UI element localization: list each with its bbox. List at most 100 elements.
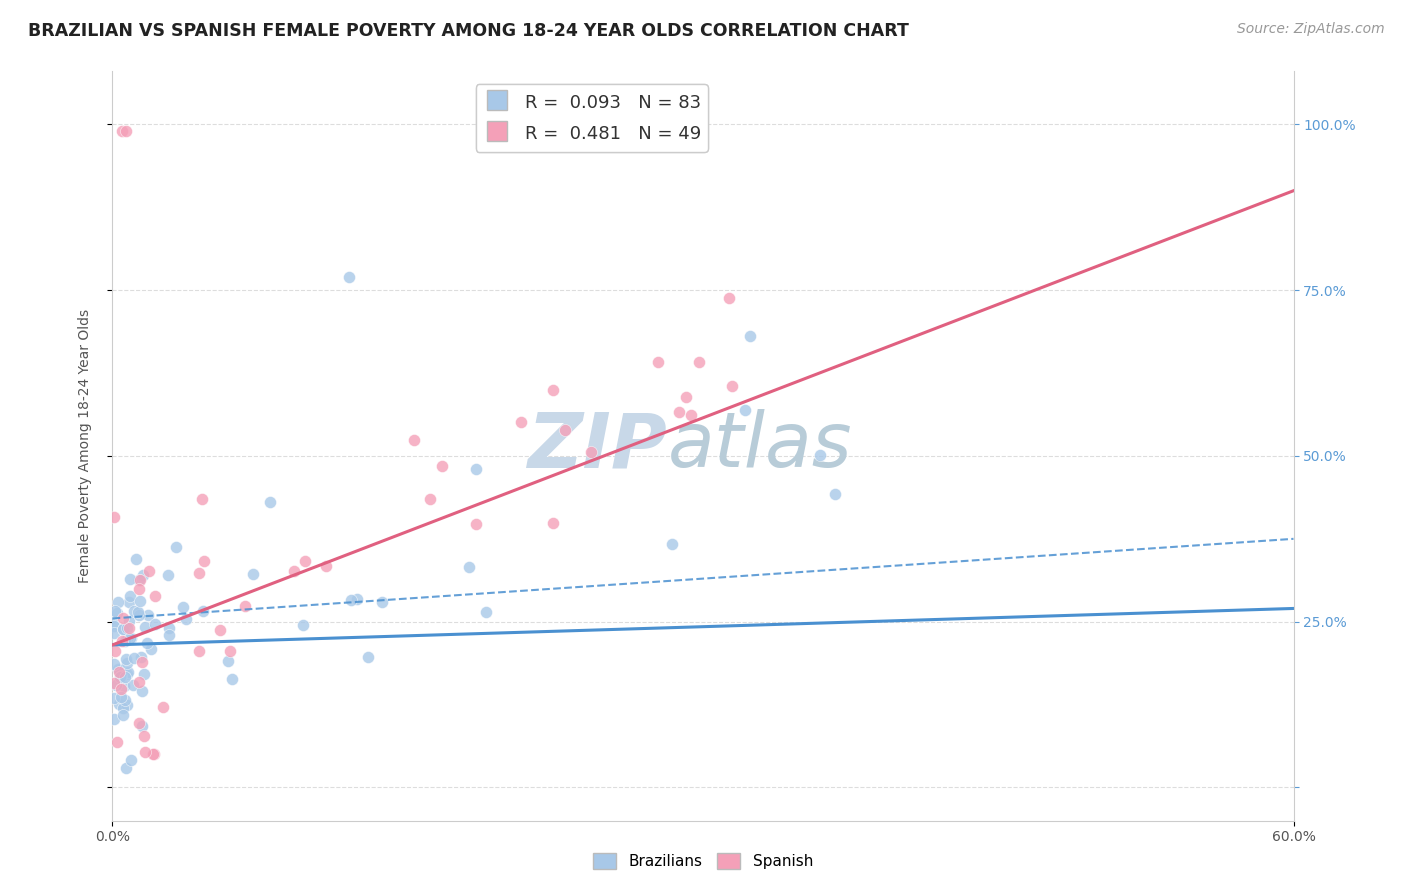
Point bbox=[112, 701, 135, 715]
Point bbox=[128, 582, 150, 596]
Text: atlas: atlas bbox=[668, 409, 852, 483]
Point bbox=[105, 735, 128, 749]
Point bbox=[136, 607, 159, 622]
Point bbox=[125, 552, 148, 566]
Point bbox=[128, 716, 150, 731]
Point bbox=[103, 676, 125, 690]
Text: ZIP: ZIP bbox=[527, 409, 668, 483]
Point bbox=[111, 708, 134, 723]
Point bbox=[292, 618, 315, 632]
Point bbox=[112, 622, 135, 636]
Point bbox=[346, 592, 368, 607]
Point bbox=[191, 604, 214, 618]
Point bbox=[419, 491, 441, 506]
Point bbox=[103, 690, 125, 705]
Legend: R =  0.093   N = 83, R =  0.481   N = 49: R = 0.093 N = 83, R = 0.481 N = 49 bbox=[475, 84, 709, 152]
Point bbox=[110, 671, 132, 685]
Point bbox=[103, 712, 125, 726]
Point bbox=[111, 633, 134, 648]
Y-axis label: Female Poverty Among 18-24 Year Olds: Female Poverty Among 18-24 Year Olds bbox=[77, 309, 91, 583]
Point bbox=[718, 292, 741, 306]
Point bbox=[107, 594, 129, 608]
Point bbox=[458, 560, 481, 574]
Point bbox=[675, 391, 697, 405]
Point bbox=[128, 607, 150, 622]
Point bbox=[465, 462, 488, 476]
Point bbox=[110, 669, 132, 683]
Point bbox=[340, 593, 363, 607]
Point bbox=[543, 516, 565, 531]
Point bbox=[720, 379, 742, 393]
Point bbox=[259, 495, 281, 509]
Point bbox=[187, 566, 209, 581]
Point bbox=[128, 675, 150, 690]
Point bbox=[111, 124, 134, 138]
Point bbox=[121, 678, 143, 692]
Point bbox=[118, 572, 141, 586]
Point bbox=[107, 698, 129, 712]
Point bbox=[105, 607, 128, 621]
Point bbox=[104, 644, 127, 658]
Text: Source: ZipAtlas.com: Source: ZipAtlas.com bbox=[1237, 22, 1385, 37]
Point bbox=[115, 656, 138, 670]
Point bbox=[115, 124, 138, 138]
Point bbox=[118, 632, 141, 646]
Point bbox=[172, 600, 194, 615]
Point bbox=[103, 626, 125, 640]
Point bbox=[122, 650, 145, 665]
Point bbox=[193, 554, 215, 568]
Point bbox=[541, 383, 564, 397]
Point bbox=[132, 567, 155, 582]
Point bbox=[115, 667, 138, 681]
Point bbox=[118, 594, 141, 608]
Point bbox=[430, 458, 453, 473]
Point bbox=[120, 631, 142, 645]
Point bbox=[128, 593, 150, 607]
Point bbox=[115, 761, 138, 775]
Point bbox=[283, 564, 305, 578]
Point bbox=[152, 700, 174, 714]
Point bbox=[120, 753, 142, 767]
Point bbox=[127, 605, 149, 619]
Point bbox=[128, 573, 150, 587]
Point bbox=[294, 554, 316, 568]
Point bbox=[117, 665, 139, 679]
Point bbox=[668, 405, 690, 419]
Point bbox=[475, 605, 498, 619]
Point bbox=[103, 619, 125, 633]
Point bbox=[131, 719, 153, 733]
Point bbox=[134, 620, 156, 634]
Point bbox=[131, 655, 153, 669]
Point bbox=[554, 423, 576, 437]
Point bbox=[647, 354, 669, 368]
Point bbox=[103, 657, 125, 672]
Text: BRAZILIAN VS SPANISH FEMALE POVERTY AMONG 18-24 YEAR OLDS CORRELATION CHART: BRAZILIAN VS SPANISH FEMALE POVERTY AMON… bbox=[28, 22, 910, 40]
Point bbox=[357, 650, 380, 665]
Point bbox=[118, 614, 141, 628]
Point bbox=[738, 328, 761, 343]
Point bbox=[208, 623, 231, 637]
Point bbox=[107, 665, 129, 679]
Point bbox=[145, 617, 167, 632]
Point bbox=[110, 690, 132, 704]
Point bbox=[132, 729, 155, 743]
Point bbox=[139, 641, 162, 656]
Point bbox=[187, 643, 209, 657]
Point bbox=[128, 573, 150, 587]
Point bbox=[579, 445, 602, 459]
Point bbox=[191, 491, 214, 506]
Point bbox=[371, 595, 394, 609]
Point bbox=[129, 650, 152, 665]
Point bbox=[114, 670, 136, 684]
Point bbox=[115, 621, 138, 635]
Point bbox=[104, 678, 127, 692]
Point bbox=[242, 567, 264, 582]
Point bbox=[104, 604, 127, 618]
Point bbox=[337, 269, 360, 284]
Point bbox=[142, 747, 165, 762]
Point bbox=[117, 631, 139, 645]
Point bbox=[134, 744, 156, 758]
Point bbox=[464, 517, 486, 532]
Point bbox=[157, 628, 180, 642]
Point bbox=[103, 615, 125, 630]
